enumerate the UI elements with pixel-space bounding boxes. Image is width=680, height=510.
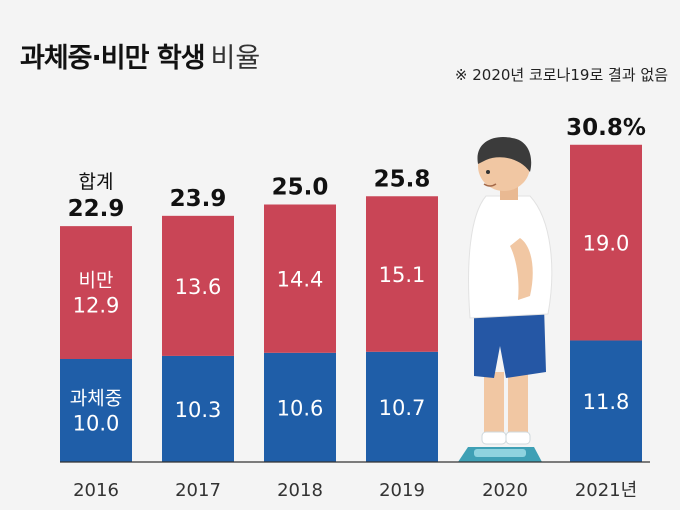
bar-overweight-1 <box>162 355 234 462</box>
series-label-obese: 비만 <box>79 270 114 292</box>
total-label-5: 30.8% <box>566 115 646 141</box>
overweight-student-on-scale-icon <box>458 137 553 462</box>
data-label-overweight-2: 10.6 <box>277 396 324 420</box>
data-label-overweight-1: 10.3 <box>175 398 222 422</box>
data-label-obese-5: 19.0 <box>583 232 630 256</box>
data-label-overweight-3: 10.7 <box>379 396 426 420</box>
series-label-overweight: 과체중 <box>70 388 122 410</box>
title-bold: 과체중·비만 학생 <box>20 43 206 74</box>
bar-obese-5 <box>570 144 642 341</box>
bar-obese-2 <box>264 204 336 353</box>
data-label-obese-2: 14.4 <box>277 268 324 292</box>
data-label-obese-3: 15.1 <box>379 263 426 287</box>
total-label-0: 22.9 <box>68 196 125 222</box>
total-label-2: 25.0 <box>272 175 329 201</box>
title-light: 비율 <box>210 43 261 74</box>
x-tick-label-1: 2017 <box>175 480 221 501</box>
data-label-obese-0: 12.9 <box>73 294 120 318</box>
data-label-obese-1: 13.6 <box>175 275 222 299</box>
bar-overweight-3 <box>366 351 438 462</box>
bar-obese-3 <box>366 196 438 352</box>
total-label-1: 23.9 <box>170 186 227 212</box>
bar-obese-1 <box>162 215 234 356</box>
bar-overweight-2 <box>264 352 336 462</box>
data-label-overweight-0: 10.0 <box>73 412 120 436</box>
x-tick-label-5: 2021년 <box>575 480 637 501</box>
chart-note: ※ 2020년 코로나19로 결과 없음 <box>454 66 668 84</box>
x-tick-label-0: 2016 <box>73 480 119 501</box>
bar-obese-0 <box>60 226 132 359</box>
x-tick-label-2: 2018 <box>277 480 323 501</box>
page-title: 과체중·비만 학생 비율 <box>20 36 260 75</box>
bar-overweight-5 <box>570 340 642 462</box>
bar-overweight-0 <box>60 359 132 462</box>
x-tick-label-3: 2019 <box>379 480 425 501</box>
data-label-overweight-5: 11.8 <box>583 390 630 414</box>
x-tick-label-4: 2020 <box>482 480 528 501</box>
total-caption: 합계 <box>79 171 114 193</box>
total-label-3: 25.8 <box>374 166 431 192</box>
